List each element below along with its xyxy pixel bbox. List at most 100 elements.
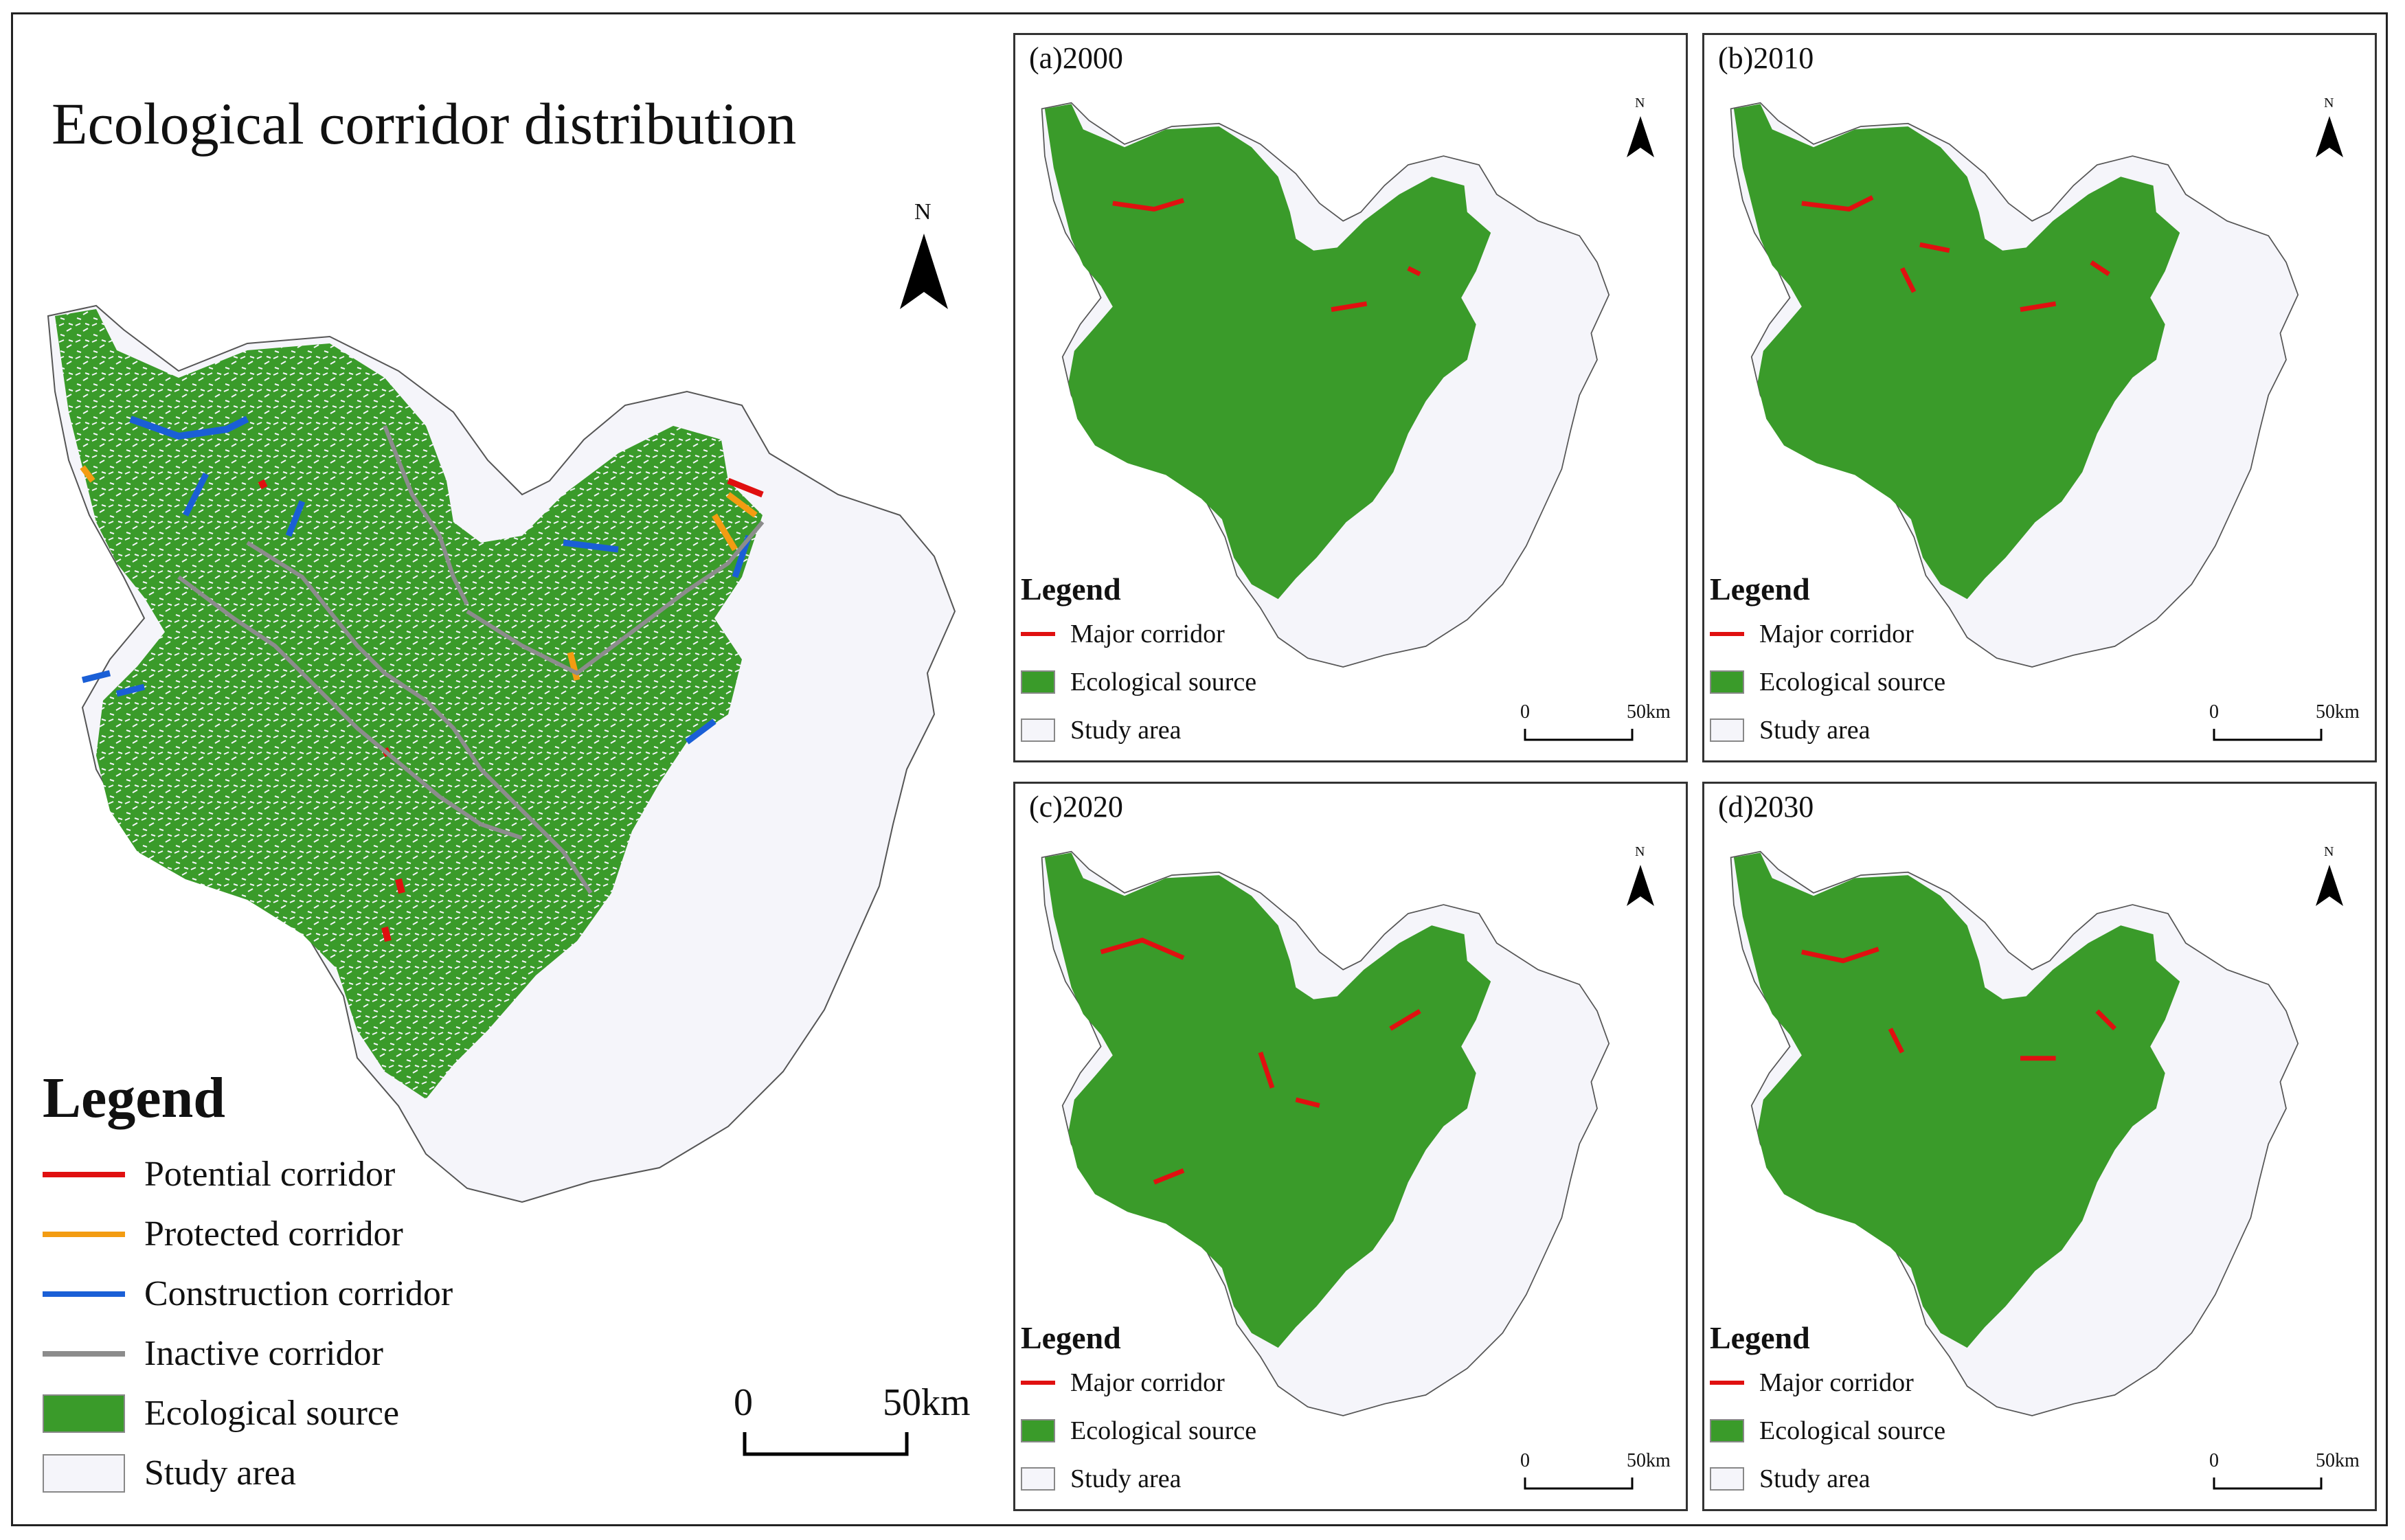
- panel-legend-swatch: [1021, 718, 1055, 742]
- main-legend-item: Inactive corridor: [43, 1333, 383, 1374]
- panel-legend-item: Study area: [1021, 1464, 1181, 1494]
- panel-legend-item: Major corridor: [1710, 1368, 1914, 1398]
- main-ecological-source: [55, 309, 763, 1099]
- panel-label: (b)2010: [1718, 41, 1814, 75]
- main-title: Ecological corridor distribution: [52, 91, 797, 157]
- panel-major-corridor: [1801, 195, 1874, 212]
- panel-north-label: N: [2324, 844, 2334, 859]
- panel-label: (d)2030: [1718, 790, 1814, 824]
- figure-frame: [11, 12, 2388, 1526]
- panel-scale-start: 0: [1520, 701, 1530, 723]
- panel-north-arrow-icon: [2316, 116, 2343, 157]
- panel-legend-item: Study area: [1021, 715, 1181, 745]
- panel-scale-start: 0: [2209, 1450, 2219, 1471]
- panel-legend-swatch: [1710, 1381, 1744, 1385]
- main-legend-label: Construction corridor: [144, 1274, 453, 1313]
- panel-major-corridor: [1407, 266, 1421, 277]
- panel-legend-title: Legend: [1021, 571, 1121, 607]
- panel-major-corridor: [1295, 1097, 1320, 1108]
- main-legend-item: Protected corridor: [43, 1214, 403, 1254]
- panel-scale-end: 50km: [2316, 1450, 2360, 1471]
- panel-legend-label: Ecological source: [1070, 668, 1257, 697]
- panel-major-corridor: [2020, 301, 2057, 313]
- panel-major-corridor: [1331, 301, 1368, 313]
- panel-map: [1730, 102, 2299, 668]
- panel-legend-label: Study area: [1759, 1464, 1871, 1493]
- panel-north-arrow-icon: [1627, 865, 1654, 906]
- panel-legend-swatch: [1021, 632, 1055, 636]
- panel-legend-label: Study area: [1759, 716, 1871, 745]
- panel-north-arrow-icon: [2316, 865, 2343, 906]
- panel-major-corridor: [1258, 1052, 1275, 1089]
- panel-north-label: N: [1635, 95, 1645, 111]
- map-panel: (a)2000 N Legend Major corridor Ecological s…: [1013, 33, 1688, 762]
- main-north-label: N: [914, 199, 931, 225]
- panel-legend-label: Ecological source: [1759, 668, 1946, 697]
- map-panel: (d)2030 N Legend Major corridor Ecological s…: [1702, 782, 2377, 1511]
- panel-legend-label: Major corridor: [1759, 1368, 1914, 1397]
- main-legend-item: Potential corridor: [43, 1154, 395, 1194]
- main-legend-item: Study area: [43, 1453, 296, 1493]
- main-legend-label: Protected corridor: [144, 1214, 403, 1254]
- panel-ecological-source: [1044, 104, 1491, 600]
- panel-major-corridor: [1801, 947, 1879, 964]
- panel-major-corridor: [2090, 260, 2110, 276]
- panel-legend-item: Major corridor: [1710, 619, 1914, 649]
- main-legend-title: Legend: [43, 1066, 226, 1130]
- panel-major-corridor: [1100, 938, 1185, 960]
- panel-legend-swatch: [1710, 718, 1744, 742]
- panel-scale-bar: [2213, 729, 2323, 741]
- panel-legend-label: Major corridor: [1759, 620, 1914, 648]
- main-legend-swatch: [43, 1350, 125, 1357]
- panel-legend-title: Legend: [1710, 1320, 1810, 1355]
- main-map: [47, 304, 956, 1203]
- main-scale-end: 50km: [883, 1381, 971, 1424]
- panel-major-corridor: [1153, 1168, 1185, 1185]
- main-legend-swatch: [43, 1291, 125, 1297]
- panel-legend-swatch: [1021, 670, 1055, 694]
- panel-legend-item: Study area: [1710, 1464, 1870, 1494]
- main-legend-label: Potential corridor: [144, 1155, 396, 1194]
- panel-scale-end: 50km: [1627, 1450, 1671, 1471]
- main-scale-start: 0: [734, 1381, 753, 1424]
- panel-legend-label: Study area: [1070, 716, 1182, 745]
- panel-legend-swatch: [1710, 632, 1744, 636]
- panel-legend-item: Ecological source: [1710, 667, 1945, 697]
- main-legend-item: Ecological source: [43, 1393, 399, 1434]
- main-legend-swatch: [43, 1453, 125, 1493]
- panel-map: [1730, 850, 2299, 1416]
- main-legend-label: Study area: [144, 1453, 296, 1493]
- panel-label: (c)2020: [1029, 790, 1123, 824]
- panel-legend-label: Ecological source: [1759, 1416, 1946, 1445]
- main-legend-label: Inactive corridor: [144, 1334, 383, 1373]
- panel-scale-end: 50km: [1627, 701, 1671, 723]
- panel-label: (a)2000: [1029, 41, 1123, 75]
- panel-major-corridor: [1899, 267, 1917, 293]
- main-legend-item: Construction corridor: [43, 1273, 453, 1314]
- panel-legend-swatch: [1710, 670, 1744, 694]
- panel-legend-title: Legend: [1710, 571, 1810, 607]
- panel-major-corridor: [1919, 242, 1950, 253]
- panel-north-label: N: [2324, 95, 2334, 111]
- panel-legend-item: Major corridor: [1021, 619, 1225, 649]
- panel-scale-bar: [2213, 1477, 2323, 1490]
- main-legend-swatch: [43, 1394, 125, 1433]
- panel-legend-swatch: [1710, 1467, 1744, 1491]
- panel-major-corridor: [1389, 1008, 1421, 1031]
- panel-legend-label: Study area: [1070, 1464, 1182, 1493]
- panel-legend-label: Major corridor: [1070, 1368, 1225, 1397]
- map-panel: (b)2010 N Legend Major corridor Ecological s…: [1702, 33, 2377, 762]
- panel-legend-item: Ecological source: [1710, 1416, 1945, 1446]
- panel-scale-start: 0: [1520, 1450, 1530, 1471]
- panel-map: [1041, 850, 1610, 1416]
- panel-legend-title: Legend: [1021, 1320, 1121, 1355]
- main-legend-swatch: [43, 1231, 125, 1237]
- panel-legend-item: Major corridor: [1021, 1368, 1225, 1398]
- panel-ecological-source: [1733, 852, 2180, 1348]
- panel-major-corridor: [2095, 1009, 2117, 1031]
- panel-scale-end: 50km: [2316, 701, 2360, 723]
- map-panel: (c)2020 N Legend Major corridor Ecological s…: [1013, 782, 1688, 1511]
- panel-legend-swatch: [1021, 1419, 1055, 1442]
- panel-legend-swatch: [1021, 1381, 1055, 1385]
- main-legend-swatch: [43, 1171, 125, 1177]
